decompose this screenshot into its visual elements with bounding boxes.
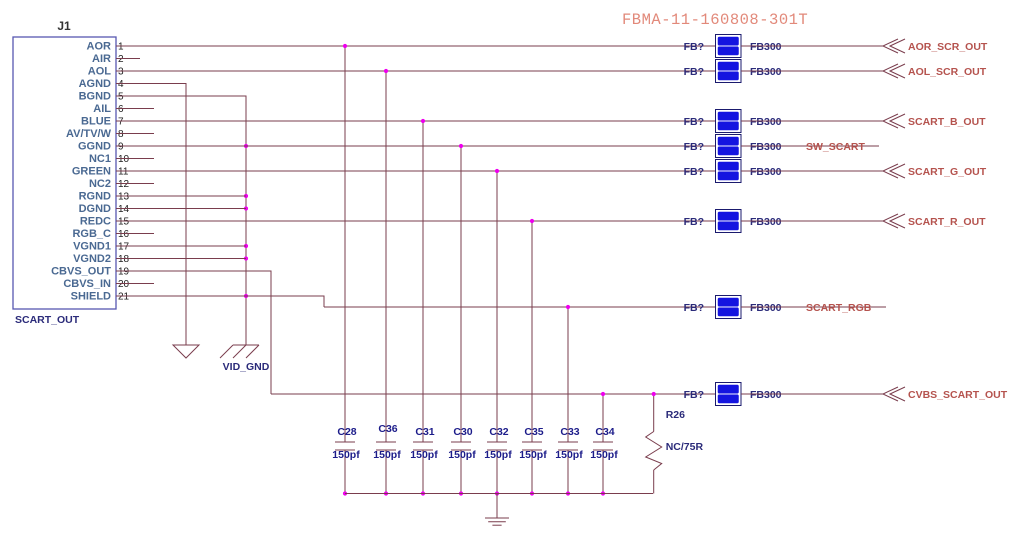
svg-text:4: 4 [118, 79, 124, 90]
svg-text:C32: C32 [489, 426, 508, 438]
svg-text:CBVS_OUT: CBVS_OUT [51, 266, 111, 278]
svg-text:BLUE: BLUE [81, 116, 111, 128]
svg-text:SW_SCART: SW_SCART [806, 141, 866, 153]
svg-text:150pf: 150pf [484, 449, 512, 461]
svg-text:12: 12 [118, 179, 130, 190]
svg-text:2: 2 [118, 54, 124, 65]
svg-text:AIR: AIR [92, 53, 111, 65]
svg-text:FB?: FB? [684, 216, 704, 228]
svg-text:150pf: 150pf [373, 449, 401, 461]
svg-text:150pf: 150pf [332, 449, 360, 461]
svg-text:J1: J1 [57, 19, 71, 33]
svg-text:14: 14 [118, 204, 130, 215]
svg-text:C28: C28 [337, 426, 356, 438]
svg-text:C31: C31 [415, 426, 434, 438]
svg-text:FB300: FB300 [750, 302, 782, 314]
svg-text:AOL: AOL [88, 66, 112, 78]
svg-text:FB?: FB? [684, 166, 704, 178]
svg-text:11: 11 [118, 167, 129, 178]
svg-text:CBVS_IN: CBVS_IN [63, 278, 111, 290]
svg-text:FB300: FB300 [750, 166, 782, 178]
svg-text:AV/TV/W: AV/TV/W [66, 128, 112, 140]
svg-text:VID_GND: VID_GND [223, 361, 270, 373]
svg-text:FB300: FB300 [750, 141, 782, 153]
svg-text:NC/75R: NC/75R [666, 441, 704, 453]
svg-text:AOR: AOR [87, 41, 112, 53]
svg-text:21: 21 [118, 292, 130, 303]
svg-text:NC1: NC1 [89, 153, 111, 165]
svg-text:VGND1: VGND1 [73, 241, 111, 253]
svg-text:REDC: REDC [80, 216, 111, 228]
svg-text:150pf: 150pf [519, 449, 547, 461]
svg-text:1: 1 [118, 42, 124, 53]
svg-text:GREEN: GREEN [72, 166, 111, 178]
svg-text:19: 19 [118, 267, 130, 278]
svg-text:FB?: FB? [684, 302, 704, 314]
svg-text:18: 18 [118, 254, 130, 265]
svg-text:FB?: FB? [684, 66, 704, 78]
svg-text:SHIELD: SHIELD [71, 291, 111, 303]
svg-text:NC2: NC2 [89, 178, 111, 190]
svg-text:SCART_OUT: SCART_OUT [15, 314, 80, 326]
svg-text:FB300: FB300 [750, 116, 782, 128]
svg-text:C34: C34 [595, 426, 614, 438]
svg-text:SCART_G_OUT: SCART_G_OUT [908, 166, 987, 178]
svg-text:FB?: FB? [684, 41, 704, 53]
svg-text:10: 10 [118, 154, 130, 165]
svg-text:DGND: DGND [79, 203, 111, 215]
svg-text:3: 3 [118, 67, 124, 78]
svg-text:FB?: FB? [684, 389, 704, 401]
svg-text:R26: R26 [666, 409, 685, 421]
svg-text:FB?: FB? [684, 141, 704, 153]
svg-text:GGND: GGND [78, 141, 111, 153]
svg-text:C35: C35 [524, 426, 543, 438]
svg-text:150pf: 150pf [555, 449, 583, 461]
svg-text:FB?: FB? [684, 116, 704, 128]
svg-text:RGND: RGND [79, 191, 111, 203]
svg-text:SCART_B_OUT: SCART_B_OUT [908, 116, 986, 128]
svg-text:5: 5 [118, 92, 124, 103]
svg-text:C30: C30 [453, 426, 472, 438]
svg-text:AIL: AIL [93, 103, 111, 115]
svg-text:FBMA-11-160808-301T: FBMA-11-160808-301T [622, 11, 808, 29]
svg-text:FB300: FB300 [750, 216, 782, 228]
svg-text:17: 17 [118, 242, 130, 253]
svg-text:AOL_SCR_OUT: AOL_SCR_OUT [908, 66, 987, 78]
svg-text:AOR_SCR_OUT: AOR_SCR_OUT [908, 41, 988, 53]
svg-text:150pf: 150pf [448, 449, 476, 461]
svg-text:15: 15 [118, 217, 130, 228]
svg-text:SCART_RGB: SCART_RGB [806, 302, 872, 314]
svg-text:RGB_C: RGB_C [72, 228, 111, 240]
svg-text:150pf: 150pf [590, 449, 618, 461]
svg-text:16: 16 [118, 229, 130, 240]
svg-text:SCART_R_OUT: SCART_R_OUT [908, 216, 986, 228]
svg-text:C36: C36 [378, 423, 397, 435]
svg-text:CVBS_SCART_OUT: CVBS_SCART_OUT [908, 389, 1008, 401]
svg-text:AGND: AGND [79, 78, 111, 90]
svg-text:150pf: 150pf [410, 449, 438, 461]
svg-text:8: 8 [118, 129, 124, 140]
svg-text:C33: C33 [560, 426, 579, 438]
svg-text:FB300: FB300 [750, 389, 782, 401]
svg-text:VGND2: VGND2 [73, 253, 111, 265]
svg-text:20: 20 [118, 279, 130, 290]
svg-text:13: 13 [118, 192, 130, 203]
svg-text:FB300: FB300 [750, 41, 782, 53]
svg-text:FB300: FB300 [750, 66, 782, 78]
svg-text:BGND: BGND [79, 91, 111, 103]
svg-text:6: 6 [118, 104, 124, 115]
svg-text:9: 9 [118, 142, 124, 153]
svg-text:7: 7 [118, 117, 124, 128]
